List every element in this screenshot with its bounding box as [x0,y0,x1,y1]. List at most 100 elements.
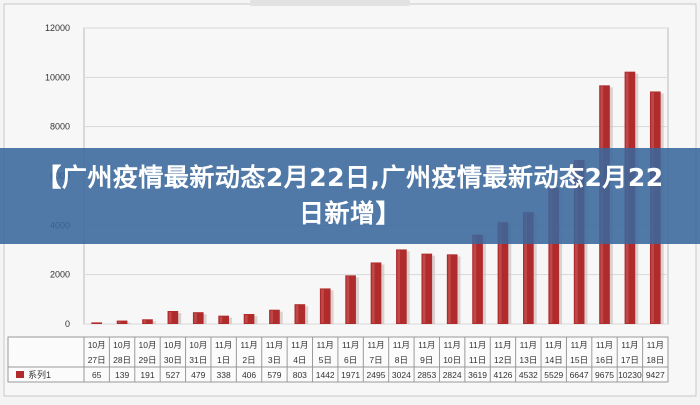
x-category-label-day: 4日 [293,355,306,365]
headline-banner: 【广州疫情最新动态2月22日,广州疫情最新动态2月22日新增】 [0,148,700,244]
x-category-label-day: 14日 [545,355,563,365]
x-category-label-day: 7日 [369,355,382,365]
x-category-label-day: 27日 [88,355,106,365]
x-category-label-month: 10月 [138,340,156,350]
data-value-label: 9675 [595,370,614,380]
x-category-label-month: 11月 [469,340,486,350]
data-value-label: 5529 [544,370,563,380]
y-tick-label: 8000 [50,122,70,132]
x-category-label-day: 28日 [113,355,131,365]
bar-highlight [143,320,147,323]
bar [192,312,204,324]
bar-highlight [397,250,401,323]
bar [294,304,306,324]
x-category-label-day: 31日 [189,355,207,365]
data-value-label: 527 [166,370,180,380]
bar-highlight [321,289,324,323]
bar [218,315,229,324]
x-category-label-month: 11月 [494,340,511,350]
data-value-label: 2824 [443,370,462,380]
x-category-label-month: 11月 [367,340,384,350]
bar-highlight [244,314,248,323]
bar-highlight [524,213,527,323]
y-tick-label: 10000 [45,72,70,82]
x-category-label-day: 16日 [596,355,614,365]
data-value-label: 9427 [646,370,665,380]
x-category-label-month: 11月 [393,340,410,350]
data-value-label: 2495 [367,370,386,380]
x-category-label-day: 2日 [242,355,255,365]
x-category-label-day: 9日 [420,355,433,365]
bar [269,309,280,324]
bar [446,254,458,324]
bar-highlight [448,255,451,323]
x-category-label-day: 15日 [570,355,588,365]
faded-chart-title-placeholder [250,0,410,6]
x-category-label-month: 11月 [647,340,664,350]
x-category-label-day: 18日 [646,355,664,365]
bar [167,311,179,324]
x-category-label-month: 10月 [164,340,182,350]
bar [91,322,103,324]
bar-highlight [118,321,121,323]
x-category-label-day: 13日 [519,355,537,365]
y-tick-label: 0 [65,319,70,329]
data-value-label: 10230 [618,370,642,380]
legend-series-name: 系列1 [28,369,51,380]
x-category-label-day: 5日 [319,355,332,365]
bar [370,262,382,324]
data-value-label: 406 [242,370,256,380]
data-value-label: 579 [267,370,281,380]
bar-highlight [346,276,350,323]
bar [497,222,509,324]
headline-title: 【广州疫情最新动态2月22日,广州疫情最新动态2月22日新增】 [36,163,664,228]
x-category-label-month: 11月 [545,340,562,350]
x-category-label-day: 29日 [138,355,156,365]
x-category-label-month: 10月 [113,340,131,350]
x-category-label-day: 1日 [217,355,230,365]
data-value-label: 4126 [493,370,512,380]
bar-highlight [219,316,223,323]
legend-swatch [16,371,24,378]
x-category-label-month: 11月 [266,340,283,350]
bar [523,212,534,324]
x-category-label-month: 10月 [88,340,106,350]
data-value-label: 6647 [570,370,589,380]
bar-highlight [473,235,477,323]
data-value-label: 65 [92,370,102,380]
bar [243,313,255,324]
x-category-label-month: 11月 [596,340,613,350]
bar-highlight [270,310,274,323]
data-value-label: 4532 [519,370,538,380]
x-category-label-month: 11月 [240,340,257,350]
data-value-label: 3619 [468,370,487,380]
x-category-label-day: 3日 [268,355,281,365]
y-tick-label: 12000 [45,23,70,33]
x-category-label-day: 30日 [164,355,182,365]
x-category-label-day: 12日 [494,355,512,365]
x-category-label-month: 11月 [418,340,435,350]
data-value-label: 191 [140,370,154,380]
x-category-label-day: 11日 [469,355,486,365]
bar [142,319,153,324]
bar-highlight [549,188,553,323]
data-value-label: 803 [293,370,307,380]
bar [472,234,483,324]
bar [116,320,128,324]
x-category-label-month: 10月 [189,340,207,350]
bar-highlight [295,305,299,323]
bar-highlight [194,313,197,323]
data-value-label: 1971 [341,370,360,380]
x-category-label-month: 11月 [570,340,587,350]
data-value-label: 3024 [392,370,411,380]
bar-highlight [422,254,426,323]
bar [345,275,356,324]
x-category-label-day: 6日 [344,355,357,365]
x-category-label-day: 10日 [443,355,461,365]
data-value-label: 139 [115,370,129,380]
bar-highlight [498,223,502,323]
x-category-label-month: 11月 [444,340,461,350]
data-value-label: 479 [191,370,205,380]
x-category-label-month: 11月 [520,340,537,350]
bar [396,249,407,324]
